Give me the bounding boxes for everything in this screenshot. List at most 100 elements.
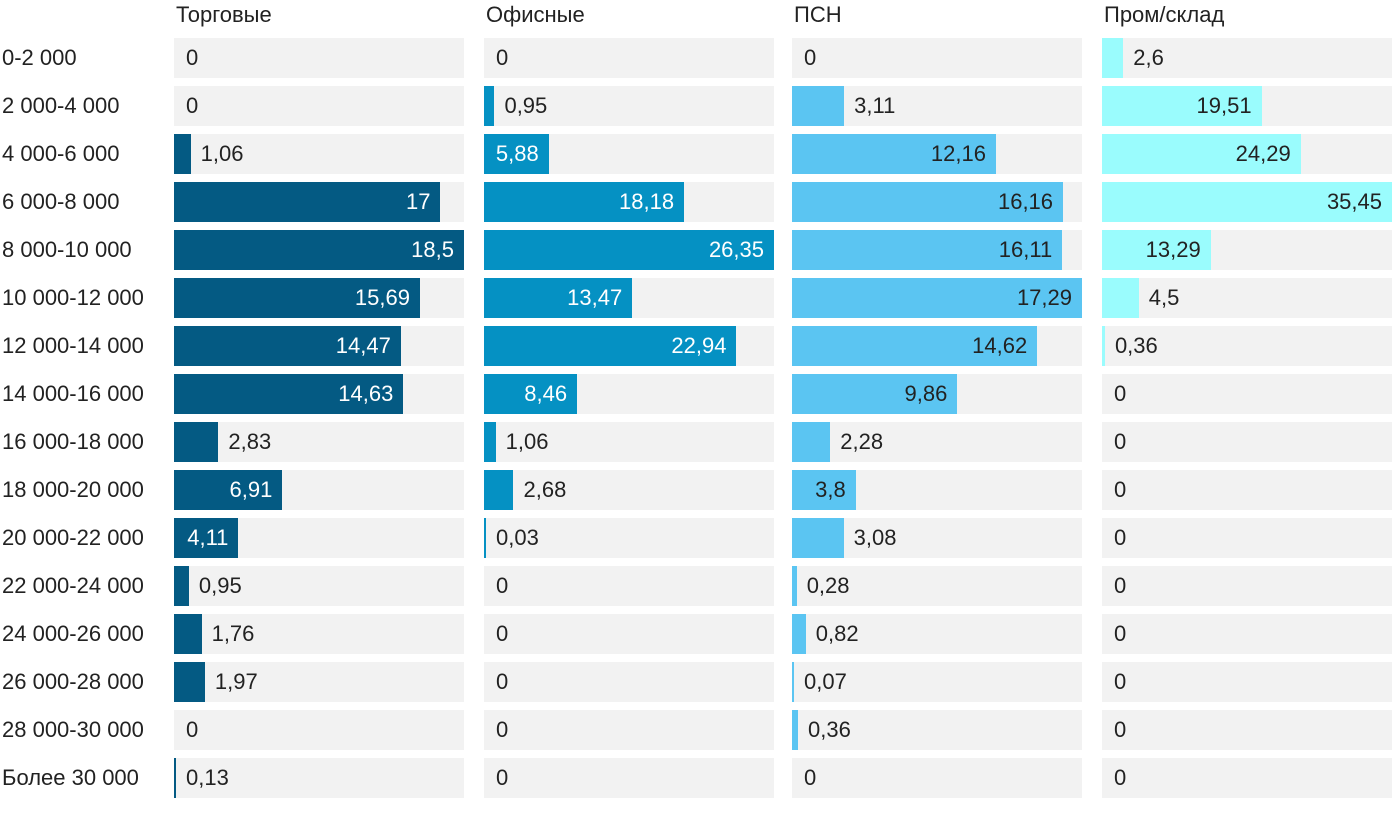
bar-track: 0,82	[792, 614, 1082, 654]
value-label: 0	[1114, 573, 1127, 598]
value-label: 0	[496, 45, 509, 70]
bar-track: 0	[484, 38, 774, 78]
bar	[1102, 86, 1262, 126]
bar-track: 14,62	[792, 326, 1082, 366]
bar-track: 13,29	[1102, 230, 1392, 270]
bar-track: 12,16	[792, 134, 1082, 174]
bar	[1102, 326, 1105, 366]
bar-track: 1,06	[174, 134, 464, 174]
bar	[792, 422, 831, 462]
bar-track: 1,97	[174, 662, 464, 702]
bar-track: 24,29	[1102, 134, 1392, 174]
bar-track: 3,8	[792, 470, 1082, 510]
bar	[1102, 134, 1301, 174]
bar-track: 3,08	[792, 518, 1082, 558]
bar-track: 0	[484, 614, 774, 654]
bar-track: 9,86	[792, 374, 1082, 414]
category-label: 28 000-30 000	[2, 717, 144, 742]
bar	[484, 86, 495, 126]
bar-track: 22,94	[484, 326, 774, 366]
bar	[174, 278, 420, 318]
value-label: 14,63	[338, 381, 394, 406]
bar	[1102, 230, 1211, 270]
bar	[792, 518, 844, 558]
bar-track: 0,95	[174, 566, 464, 606]
bar-track: 0	[1102, 662, 1392, 702]
category-label: 16 000-18 000	[2, 429, 144, 454]
value-label: 19,51	[1196, 93, 1252, 118]
value-label: 0	[496, 621, 509, 646]
value-label: 4,11	[187, 525, 229, 550]
bar-track: 0	[484, 710, 774, 750]
value-label: 0,95	[198, 573, 242, 598]
bar-track: 0,36	[1102, 326, 1392, 366]
value-label: 18,5	[411, 237, 454, 262]
value-label: 26,35	[708, 237, 764, 262]
bar	[174, 758, 177, 798]
bar	[792, 182, 1064, 222]
bar-track: 0,07	[792, 662, 1082, 702]
bar	[792, 710, 799, 750]
bar	[174, 470, 283, 510]
bar-track: 13,47	[484, 278, 774, 318]
bar-track: 0	[174, 86, 464, 126]
value-label: 3,08	[853, 525, 897, 550]
value-label: 1,97	[214, 669, 258, 694]
value-label: 2,6	[1133, 45, 1164, 70]
value-label: 2,83	[228, 429, 272, 454]
bar-track: 2,28	[792, 422, 1082, 462]
bar-track: 0	[174, 710, 464, 750]
category-label: 10 000-12 000	[2, 285, 144, 310]
bar-track: 0	[484, 758, 774, 798]
bar	[792, 86, 845, 126]
value-label: 1,06	[505, 429, 549, 454]
bar	[174, 566, 189, 606]
category-label: 20 000-22 000	[2, 525, 144, 550]
category-label: 22 000-24 000	[2, 573, 144, 598]
value-label: 35,45	[1326, 189, 1382, 214]
bar-track: 14,47	[174, 326, 464, 366]
bar-track: 35,45	[1102, 182, 1392, 222]
value-label: 0	[186, 717, 199, 742]
bar-track: 4,11	[174, 518, 464, 558]
bar	[174, 614, 202, 654]
category-label: 0-2 000	[2, 45, 77, 70]
bar	[792, 134, 996, 174]
panel-title: Пром/склад	[1104, 2, 1225, 27]
bar	[792, 278, 1082, 318]
value-label: 0,03	[496, 525, 539, 550]
bar	[1102, 182, 1392, 222]
bar-track: 2,6	[1102, 38, 1392, 78]
panel-title: ПСН	[794, 2, 842, 27]
bar-track: 16,11	[792, 230, 1082, 270]
value-label: 0	[1114, 525, 1127, 550]
bar-track: 0	[1102, 566, 1392, 606]
value-label: 8,46	[524, 381, 568, 406]
bar	[1102, 38, 1124, 78]
category-label: 26 000-28 000	[2, 669, 144, 694]
value-label: 0	[186, 93, 199, 118]
panel-title: Торговые	[176, 2, 272, 27]
value-label: 0,36	[1114, 333, 1158, 358]
bar	[484, 518, 486, 558]
bar	[174, 662, 205, 702]
value-label: 13,47	[567, 285, 623, 310]
bar	[792, 470, 856, 510]
value-label: 3,8	[815, 477, 846, 502]
category-label: Более 30 000	[2, 765, 139, 790]
category-label: 4 000-6 000	[2, 141, 120, 166]
bar-track: 0	[1102, 614, 1392, 654]
bar-track: 1,76	[174, 614, 464, 654]
bar	[174, 134, 191, 174]
bar-track: 0	[484, 566, 774, 606]
bar-track: 0,36	[792, 710, 1082, 750]
bar	[792, 374, 958, 414]
value-label: 0	[496, 765, 509, 790]
bar	[174, 422, 219, 462]
bar-track: 0	[174, 38, 464, 78]
value-label: 2,68	[523, 477, 567, 502]
bar-track: 19,51	[1102, 86, 1392, 126]
bar	[484, 422, 496, 462]
bar	[792, 326, 1038, 366]
